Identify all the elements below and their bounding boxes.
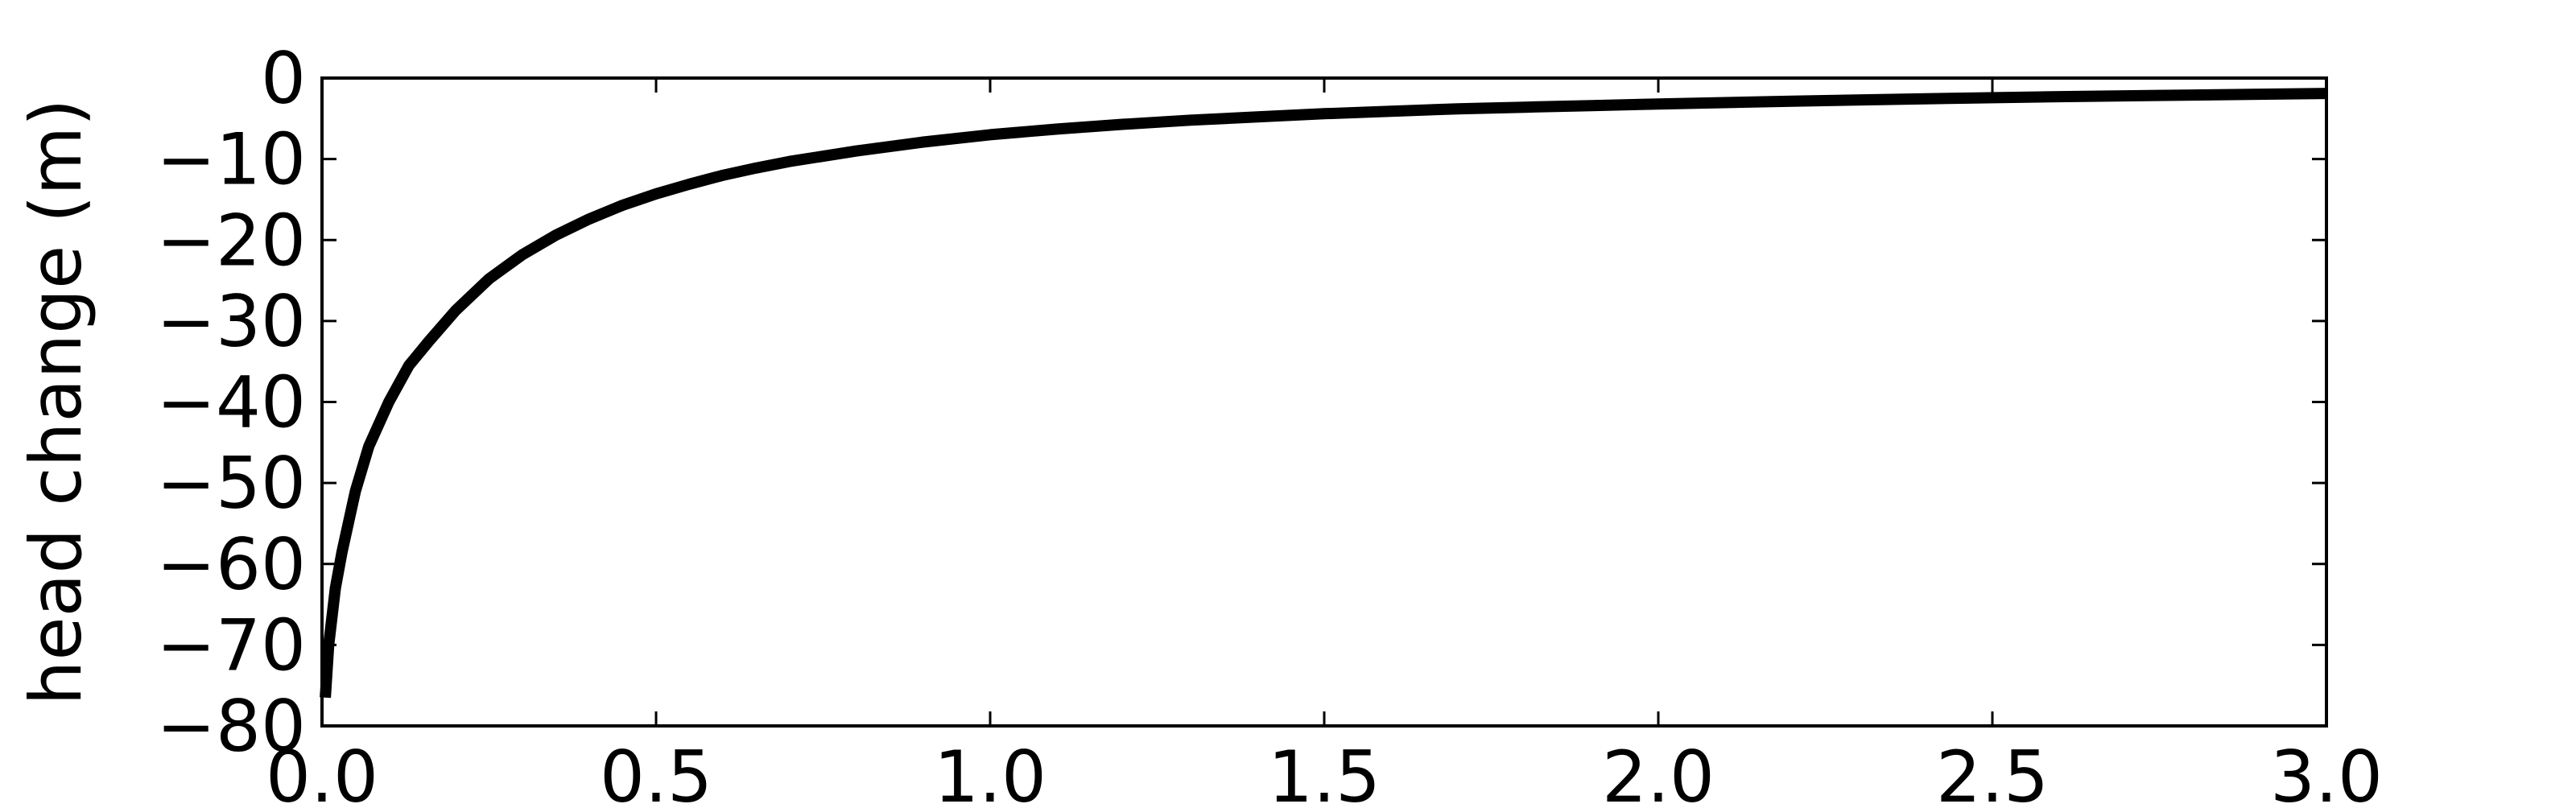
x-tick-label: 2.0: [1602, 736, 1715, 805]
plot-area-frame: [320, 76, 2328, 728]
y-tick-label: 0: [261, 37, 306, 120]
y-tick-label: −30: [156, 280, 306, 363]
y-tick-label: −70: [156, 604, 306, 686]
x-tick-label: 0.5: [600, 736, 712, 805]
series-group: [320, 88, 2327, 699]
y-tick-label: −50: [156, 442, 306, 525]
x-tick-label: 2.5: [1936, 736, 2049, 805]
y-tick-label: −80: [156, 685, 306, 768]
y-axis-label: head change (m): [14, 99, 97, 706]
y-tick-label: −20: [156, 199, 306, 282]
y-tick-label: −40: [156, 361, 306, 444]
series-line: [320, 88, 2327, 699]
x-tick-label: 1.5: [1268, 736, 1381, 805]
y-tick-label: −60: [156, 523, 306, 606]
x-axis-ticks: 0.0 0.5 1.0 1.5 2.0 2.5 3.0: [266, 78, 2383, 808]
y-tick-label: −10: [156, 118, 306, 201]
x-tick-label: 0.0: [266, 736, 378, 805]
y-axis-ticks: 0−10−20−30−40−50−60−70−80: [156, 37, 2326, 768]
x-tick-label: 3.0: [2270, 736, 2383, 805]
x-tick-label: 1.0: [934, 736, 1046, 805]
